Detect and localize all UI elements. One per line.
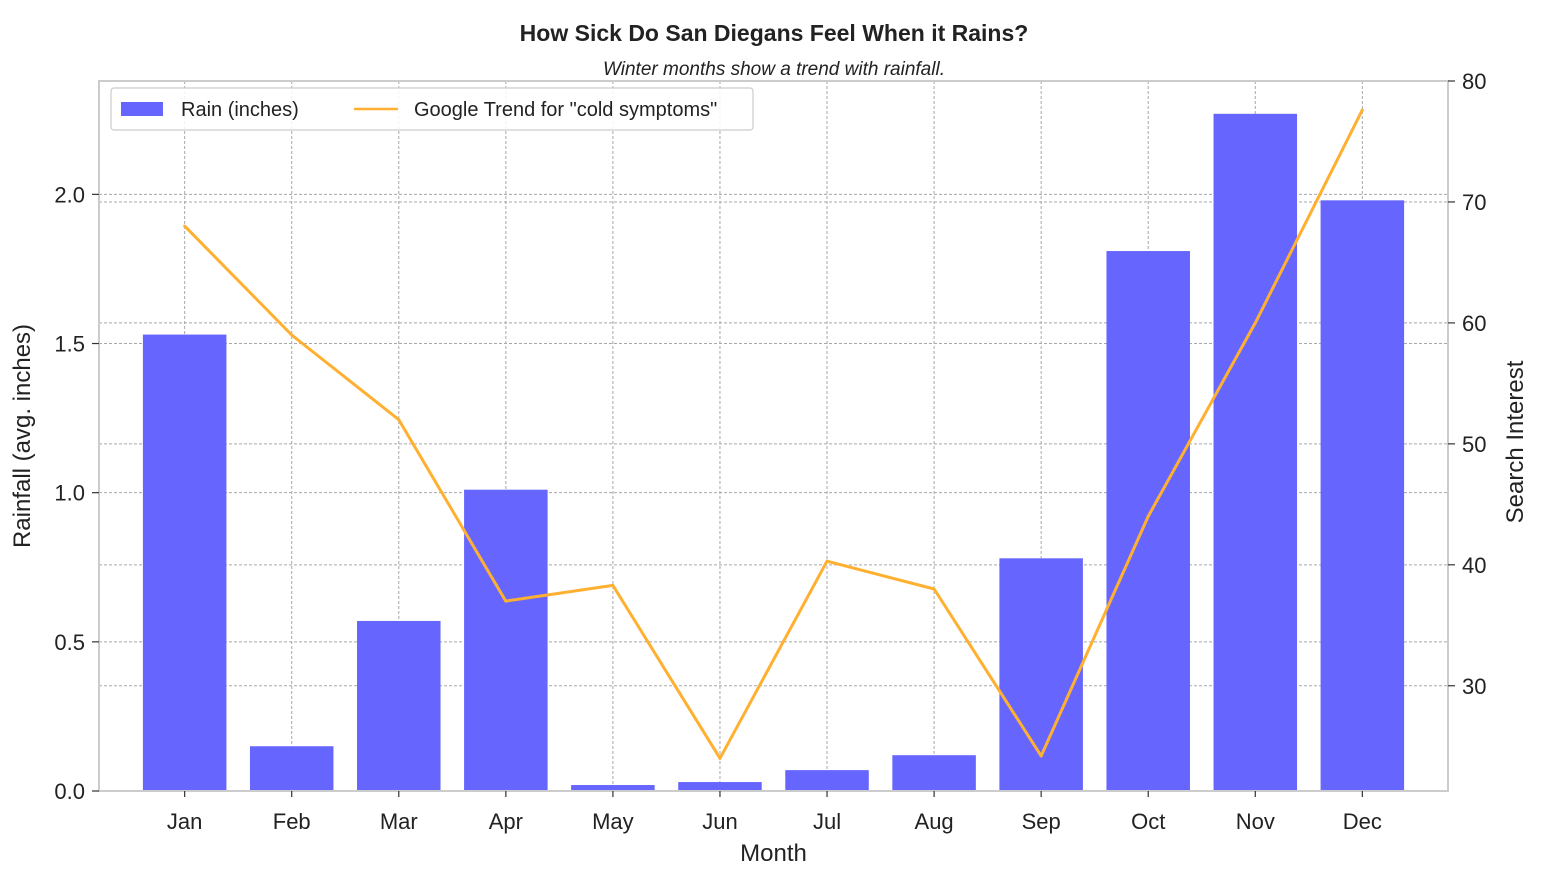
bar-mar	[357, 620, 441, 791]
trend-point-feb	[290, 333, 294, 337]
legend-box	[110, 87, 754, 131]
trend-point-dec	[1360, 108, 1364, 112]
y-axis-label-right: Search Interest	[1502, 360, 1529, 523]
bar-feb	[249, 746, 334, 791]
y-axis-label-left: Rainfall (avg. inches)	[9, 324, 36, 548]
bar-jul	[785, 770, 869, 791]
bar-oct	[1106, 251, 1190, 792]
trend-point-sep	[1039, 754, 1043, 758]
x-axis-label: Month	[740, 840, 807, 867]
axis-ticks: Jan Feb Mar Apr May Jun Jul Aug Sep Oct Nov Dec 0.0 0…	[54, 69, 1486, 834]
legend-label-rain: Rain (inches)	[181, 99, 299, 121]
x-tick-label: May	[592, 809, 634, 834]
trend-point-may	[611, 583, 615, 587]
trend-point-apr	[504, 599, 508, 603]
bar-dec	[1320, 200, 1405, 791]
legend: Rain (inches) Google Trend for "cold sym…	[110, 87, 754, 131]
trend-point-nov	[1253, 321, 1257, 325]
x-tick-label: Dec	[1343, 809, 1382, 834]
plot-frame	[98, 80, 1449, 792]
trend-point-jun	[718, 756, 722, 760]
chart-subtitle: Winter months show a trend with rainfall…	[603, 59, 945, 80]
x-tick-label: Jun	[702, 809, 737, 834]
y-tick-label-right: 70	[1462, 190, 1486, 215]
x-tick-label: Jan	[167, 809, 202, 834]
bar-jun	[678, 782, 762, 791]
x-tick-label: Nov	[1236, 809, 1275, 834]
x-tick-label: Apr	[489, 809, 523, 834]
x-tick-label: Oct	[1131, 809, 1165, 834]
bar-jan	[142, 334, 227, 791]
bar-may	[571, 785, 655, 791]
y-tick-label-right: 40	[1462, 553, 1486, 578]
y-tick-label-left: 0.5	[54, 630, 85, 655]
trend-point-aug	[932, 587, 936, 591]
trend-point-jul	[825, 559, 829, 563]
y-tick-label-right: 80	[1462, 69, 1486, 94]
legend-label-trend: Google Trend for "cold symptoms"	[414, 99, 717, 121]
y-tick-label-right: 30	[1462, 674, 1486, 699]
bar-aug	[892, 755, 976, 791]
y-tick-label-left: 0.0	[54, 779, 85, 804]
y-tick-label-left: 2.0	[54, 182, 85, 207]
y-tick-label-right: 60	[1462, 311, 1486, 336]
trend-point-oct	[1146, 514, 1150, 518]
x-tick-label: Mar	[380, 809, 418, 834]
trend-line	[183, 109, 1364, 760]
y-tick-label-left: 1.5	[54, 332, 85, 357]
bar-nov	[1213, 113, 1298, 791]
trend-line-group	[183, 108, 1364, 760]
trend-point-jan	[183, 224, 187, 228]
y-tick-label-left: 1.0	[54, 481, 85, 506]
x-tick-label: Sep	[1022, 809, 1061, 834]
rain-bars	[142, 113, 1405, 792]
chart-title: How Sick Do San Diegans Feel When it Rai…	[519, 20, 1029, 46]
bar-sep	[999, 558, 1083, 791]
x-tick-label: Feb	[273, 809, 311, 834]
y-tick-label-right: 50	[1462, 432, 1486, 457]
bar-apr	[464, 489, 548, 791]
legend-swatch-rain	[121, 102, 163, 116]
x-tick-label: Aug	[915, 809, 954, 834]
trend-point-mar	[397, 418, 401, 422]
x-tick-label: Jul	[813, 809, 841, 834]
